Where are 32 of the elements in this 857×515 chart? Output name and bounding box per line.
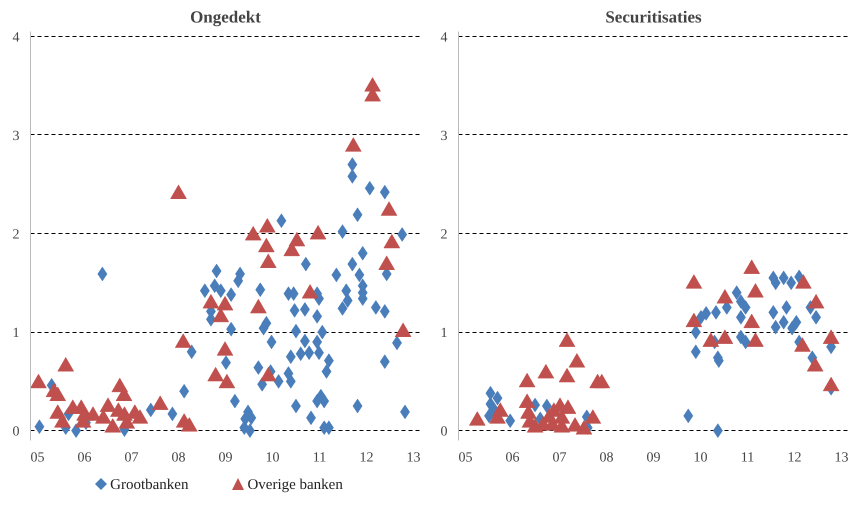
x-tick-label: 11 [312,450,326,466]
x-tick-label: 07 [124,450,139,466]
y-tick-label: 4 [440,30,448,46]
x-tick-label: 06 [506,450,520,466]
y-tick-label: 0 [440,424,448,440]
legend-label: Overige banken [246,477,343,493]
x-tick-label: 05 [30,450,45,466]
x-tick-label: 12 [359,450,374,466]
chart-title: Ongedekt [190,8,262,26]
x-tick-label: 08 [600,450,614,466]
x-tick-label: 10 [265,450,280,466]
x-tick-label: 13 [406,450,420,466]
x-tick-label: 08 [172,450,186,466]
chart-title: Securitisaties [605,8,702,26]
y-tick-label: 2 [440,228,448,243]
x-tick-label: 06 [78,450,92,466]
y-tick-label: 1 [440,326,448,342]
x-tick-label: 05 [458,450,473,466]
x-tick-label: 13 [834,450,848,466]
y-tick-label: 3 [440,128,448,144]
y-tick-label: 2 [12,228,20,243]
x-tick-label: 09 [218,450,232,466]
x-tick-label: 07 [552,450,567,466]
y-tick-label: 3 [12,128,20,144]
legend-label: Grootbanken [109,477,188,493]
x-tick-label: 12 [787,450,802,466]
x-tick-label: 10 [693,450,708,466]
y-tick-label: 4 [12,30,20,46]
x-tick-label: 09 [646,450,660,466]
y-tick-label: 1 [12,326,20,342]
y-tick-label: 0 [12,424,20,440]
x-tick-label: 11 [740,450,754,466]
